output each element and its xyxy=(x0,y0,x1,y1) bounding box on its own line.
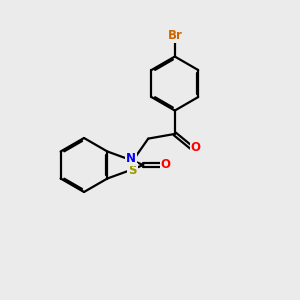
Text: Br: Br xyxy=(167,29,182,42)
Text: N: N xyxy=(126,152,136,165)
Text: S: S xyxy=(128,164,137,177)
Text: O: O xyxy=(161,158,171,172)
Text: O: O xyxy=(191,141,201,154)
